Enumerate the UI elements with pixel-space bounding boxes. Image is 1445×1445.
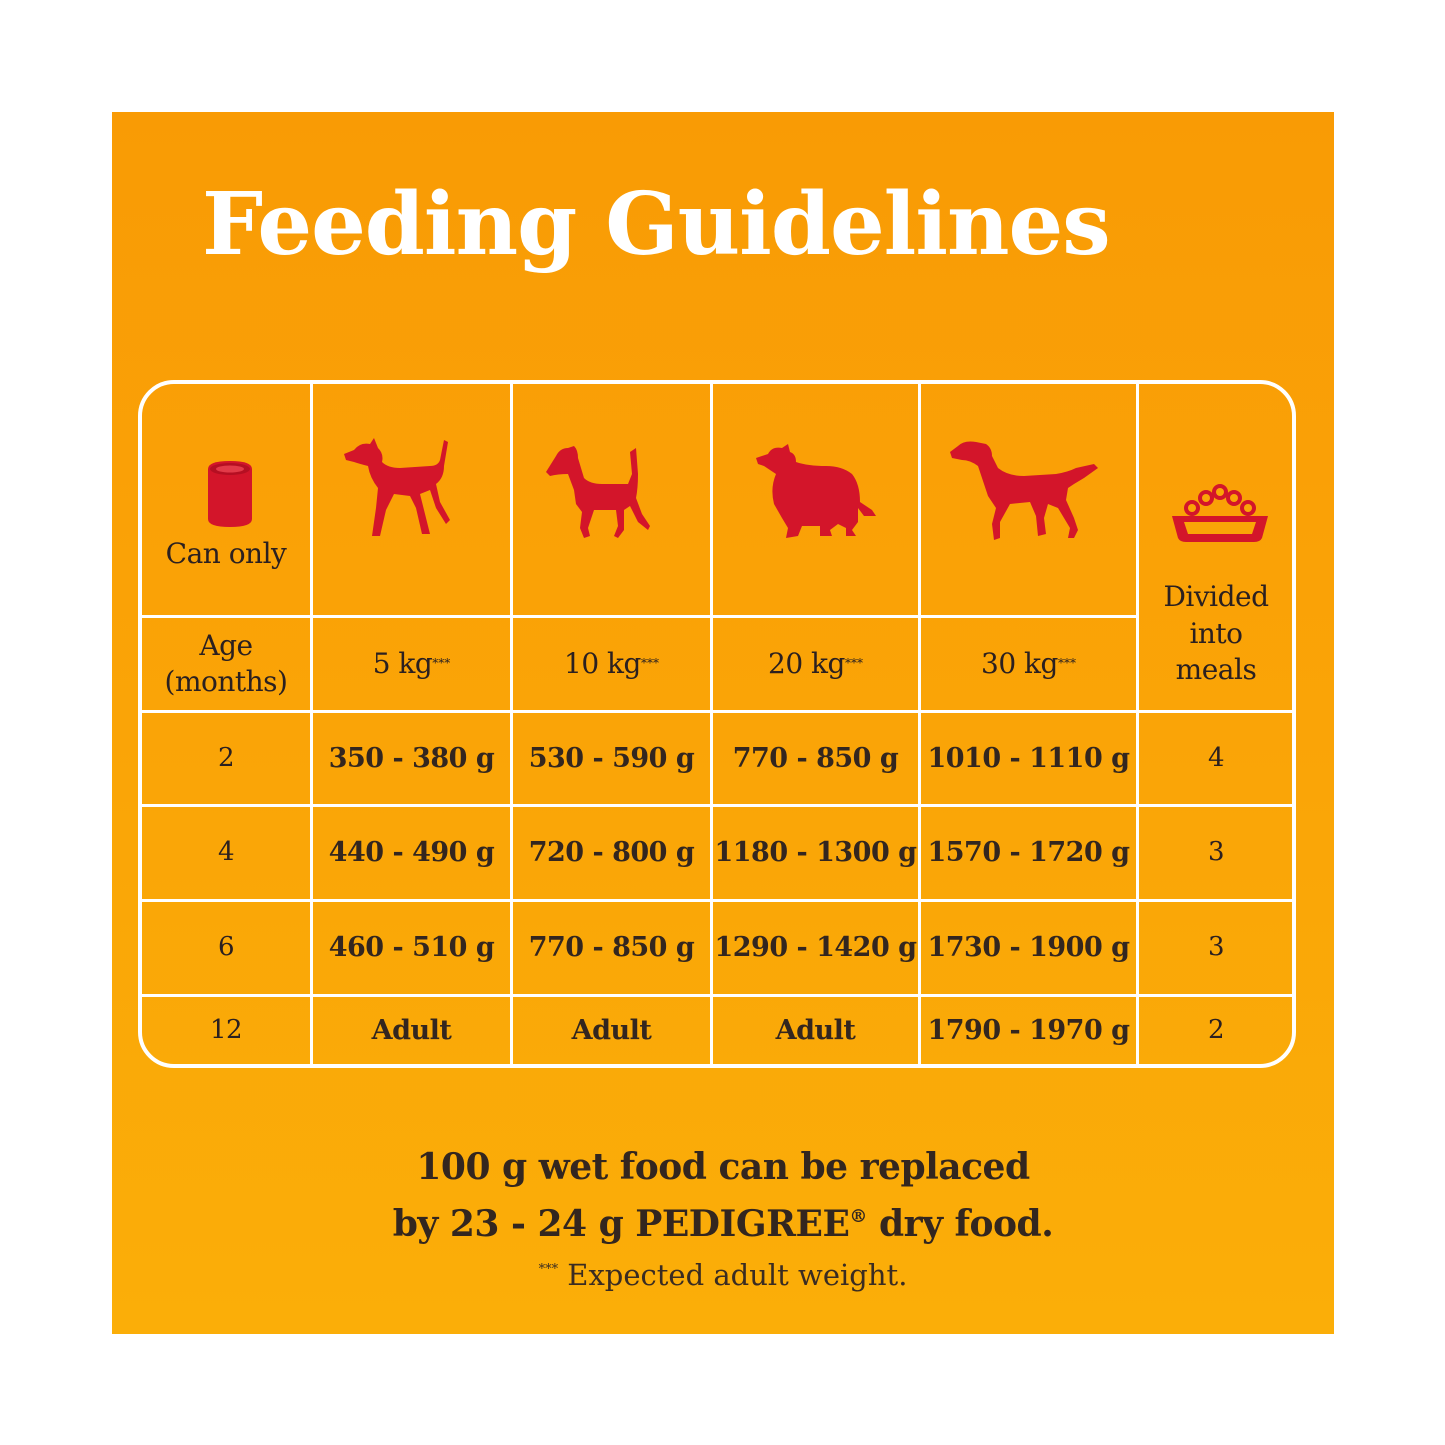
weight-header-30kg: 30 kg *** [921,618,1136,710]
feeding-table: Can only Divided into meals Age ( [138,380,1296,1068]
column-divider [510,384,513,1064]
replacement-text: by 23 - 24 g PEDIGREE [392,1203,850,1245]
setter-dog-icon [950,441,1098,540]
meals-cell: 3 [1207,837,1225,868]
weight-marker: *** [844,656,863,671]
age-cell: 12 [209,1014,243,1045]
age-header: Age (months) [142,618,310,710]
row-divider [142,899,1292,902]
age-cell: 6 [217,932,235,963]
row-divider [142,804,1292,807]
weight-marker: *** [432,656,451,671]
feeding-guidelines-panel: Feeding Guidelines Can only [112,112,1334,1334]
age-cell: 4 [217,837,235,868]
can-icon [208,461,252,527]
column-divider [310,384,313,1064]
bowl-icon [1172,484,1268,542]
divided-into-meals-label: Divided into meals [1139,574,1292,694]
expected-weight-note: *** Expected adult weight. [112,1258,1334,1292]
table-cell: 350 - 380 g [328,742,495,774]
note-text: Expected adult weight. [558,1258,908,1292]
weight-label: 5 kg [372,646,433,680]
weight-marker: *** [1057,656,1076,671]
replacement-line-2: by 23 - 24 g PEDIGREE® dry food. [112,1192,1334,1249]
table-cell: 1570 - 1720 g [927,837,1130,869]
table-cell: Adult [775,1014,856,1046]
table-cell: 1290 - 1420 g [714,932,917,964]
table-cell: 770 - 850 g [732,742,899,774]
replacement-note: 100 g wet food can be replaced by 23 - 2… [112,1142,1334,1249]
meals-cell: 3 [1207,932,1225,963]
small-dog-icon [344,438,450,536]
row-divider [142,615,1136,618]
terrier-dog-icon [546,446,650,538]
page-title: Feeding Guidelines [202,174,1111,275]
weight-label: 20 kg [768,646,845,680]
replacement-text-end: dry food. [866,1203,1054,1245]
table-cell: 1790 - 1970 g [927,1014,1130,1046]
row-divider [142,710,1292,713]
replacement-line-1: 100 g wet food can be replaced [416,1146,1030,1188]
table-cell: Adult [571,1014,652,1046]
table-cell: Adult [371,1014,452,1046]
registered-mark: ® [849,1206,867,1227]
age-label-text: Age (months) [164,628,288,698]
weight-label: 10 kg [564,646,641,680]
weight-header-10kg: 10 kg *** [513,618,710,710]
row-divider [142,994,1292,997]
meals-label-text: Divided into meals [1163,580,1269,687]
note-marker: *** [538,1262,559,1277]
table-cell: 770 - 850 g [528,932,695,964]
age-cell: 2 [217,742,235,773]
table-cell: 1010 - 1110 g [927,742,1130,774]
weight-header-20kg: 20 kg *** [713,618,918,710]
can-only-label: Can only [165,536,287,570]
meals-cell: 4 [1207,742,1225,773]
collie-dog-icon [756,444,876,538]
table-cell: 530 - 590 g [528,742,695,774]
table-cell: 460 - 510 g [328,932,495,964]
column-divider [710,384,713,1064]
table-cell: 1730 - 1900 g [927,932,1130,964]
column-divider [1136,384,1139,1064]
weight-label: 30 kg [981,646,1058,680]
table-cell: 440 - 490 g [328,837,495,869]
weight-header-5kg: 5 kg *** [313,618,510,710]
table-cell: 1180 - 1300 g [714,837,917,869]
column-divider [918,384,921,1064]
table-cell: 720 - 800 g [528,837,695,869]
weight-marker: *** [640,656,659,671]
meals-cell: 2 [1207,1014,1225,1045]
